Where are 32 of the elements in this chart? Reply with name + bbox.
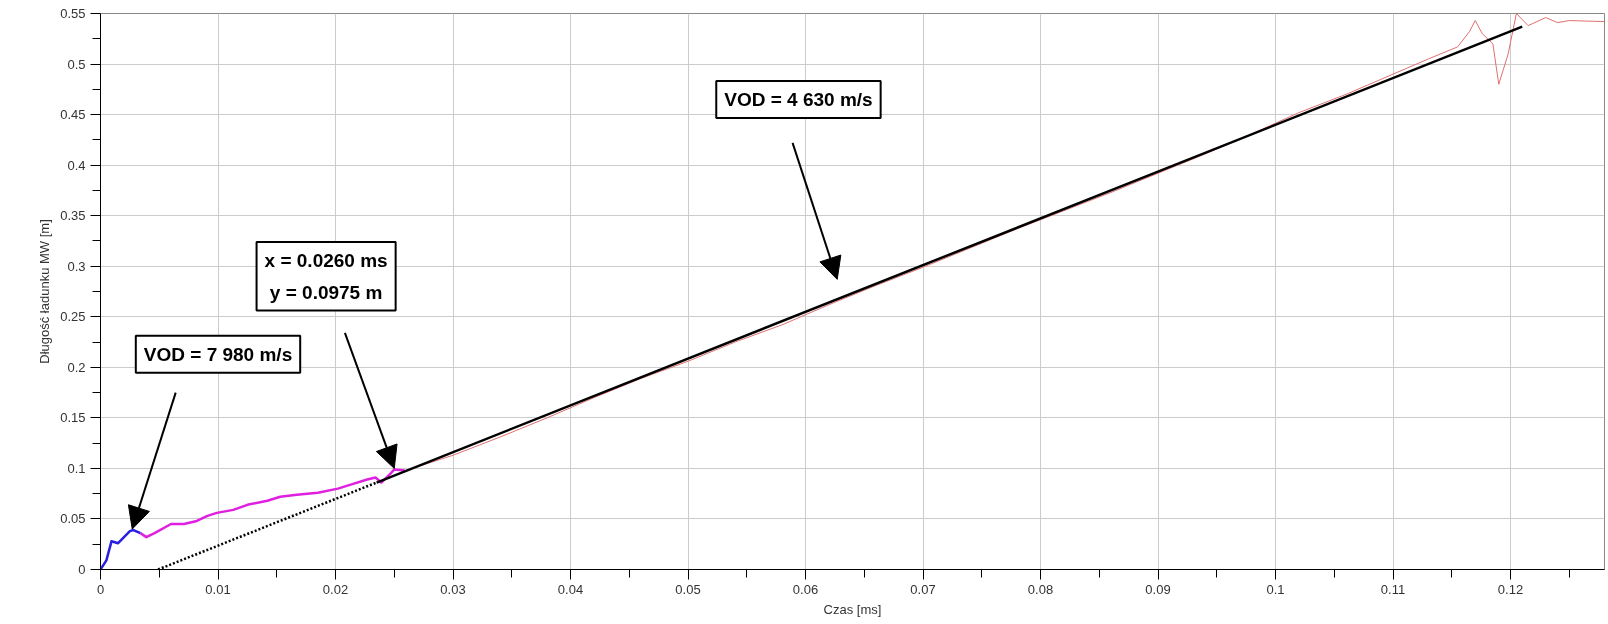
x-axis-title: Czas [ms]	[823, 601, 882, 617]
x-tick-label: 0.09	[1145, 581, 1171, 597]
y-tick-label: 0.15	[60, 410, 86, 426]
y-tick-label: 0.45	[60, 107, 86, 123]
y-tick-label: 0.4	[67, 157, 86, 173]
y-tick-label: 0.2	[67, 359, 86, 375]
y-axis-title: Długość ładunku MW [m]	[37, 219, 53, 364]
x-tick-label: 0.03	[440, 581, 466, 597]
y-tick-label: 0.5	[67, 56, 86, 72]
x-tick-label: 0.07	[910, 581, 936, 597]
x-tick-label: 0.01	[205, 581, 231, 597]
x-tick-label: 0.02	[322, 581, 349, 597]
y-tick-label: 0.1	[67, 460, 86, 476]
x-tick-label: 0.08	[1027, 581, 1054, 597]
y-tick-label: 0.55	[60, 6, 86, 21]
annotation: VOD = 7 980 m/s	[143, 343, 293, 365]
x-tick-label: 0	[96, 581, 105, 597]
y-tick-label: 0.05	[60, 511, 86, 527]
y-tick-label: 0	[78, 562, 86, 577]
line-series	[139, 468, 407, 539]
x-tick-label: 0.04	[557, 581, 584, 597]
y-tick-label: 0.3	[67, 258, 86, 274]
x-tick-label: 0.11	[1380, 581, 1406, 597]
y-tick-label: 0.25	[60, 309, 86, 325]
annotation: x = 0.0260 ms y = 0.0975 m	[264, 250, 388, 303]
x-tick-label: 0.06	[792, 581, 819, 597]
x-tick-label: 0.12	[1497, 581, 1524, 597]
x-tick-label: 0.05	[675, 581, 701, 597]
y-tick-label: 0.35	[60, 208, 86, 224]
annotation: VOD = 4 630 m/s	[724, 88, 873, 110]
line-series	[100, 528, 142, 570]
x-tick-label: 0.1	[1266, 581, 1285, 597]
